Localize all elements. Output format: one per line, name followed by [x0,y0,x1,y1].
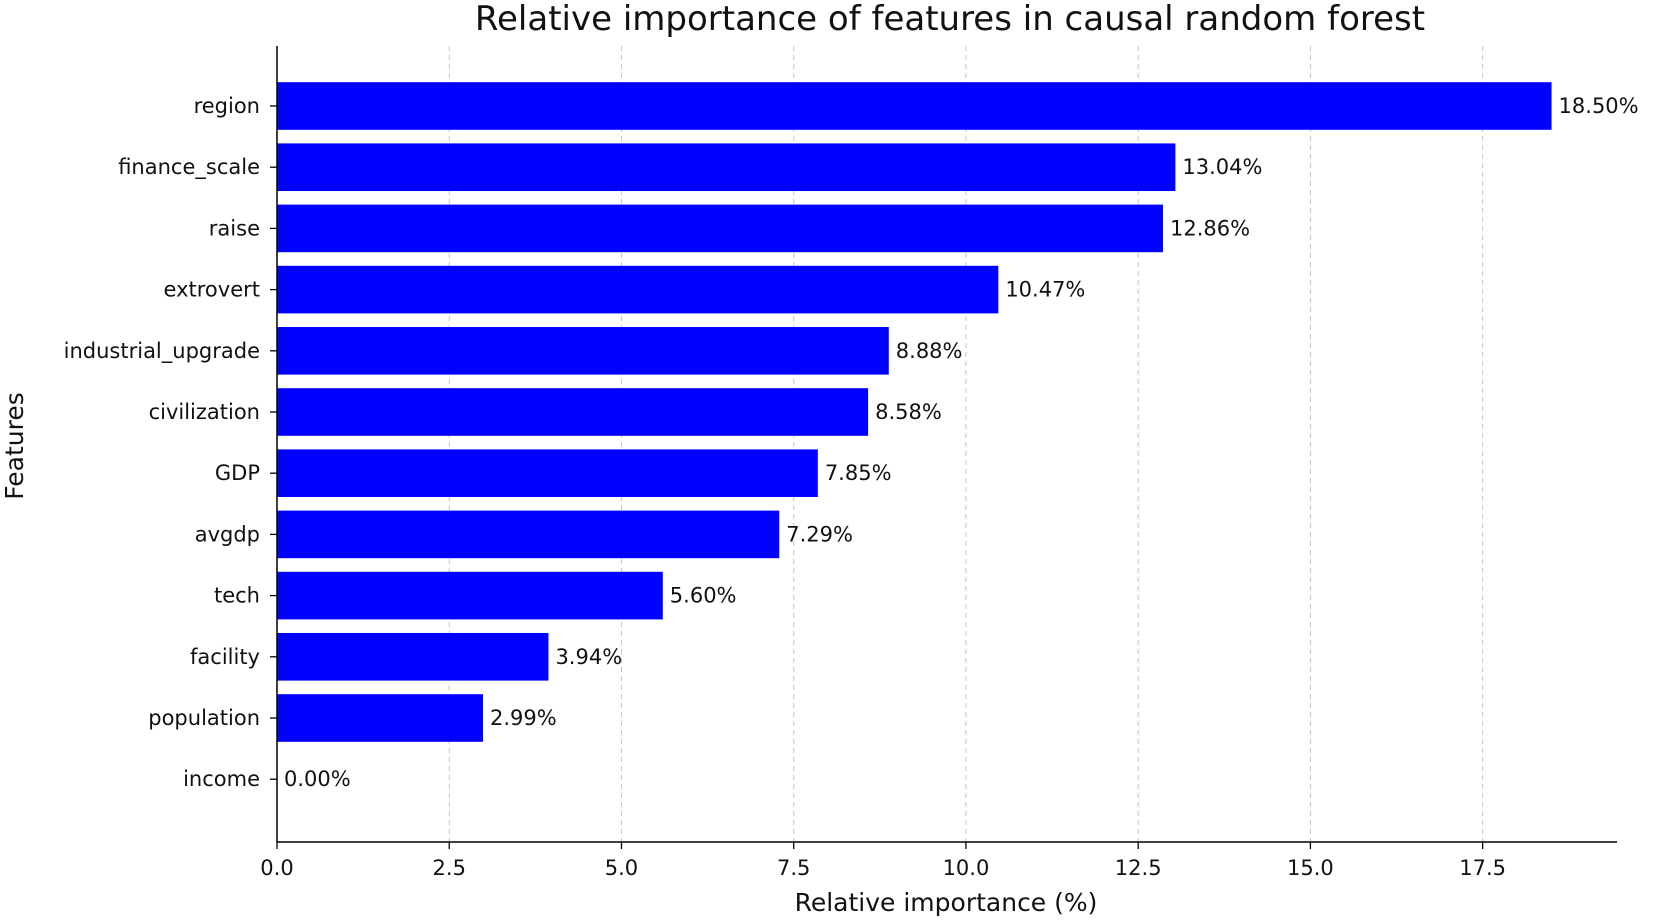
bar-value-label: 2.99% [490,706,557,730]
x-tick-label: 17.5 [1459,856,1506,880]
y-tick-label: population [148,706,260,730]
x-tick-label: 12.5 [1115,856,1162,880]
x-tick-label: 15.0 [1287,856,1334,880]
bar-value-label: 7.85% [825,461,892,485]
bar-value-label: 13.04% [1182,155,1262,179]
x-axis-ticks: 0.0 2.5 5.0 7.5 10.0 12.5 15.0 17.5 [260,842,1506,880]
bar-avgdp [277,510,780,559]
bar-value-label: 3.94% [555,645,622,669]
bar-value-label: 18.50% [1559,94,1639,118]
y-tick-label: GDP [215,461,260,485]
bar-value-label: 5.60% [670,584,737,608]
bar-tech [277,571,663,620]
y-tick-label: extrovert [164,278,260,302]
bars [277,82,1552,742]
chart-title: Relative importance of features in causa… [475,0,1425,39]
x-gridlines [448,46,1484,842]
y-axis-label: Features [0,392,29,500]
x-tick-label: 10.0 [943,856,990,880]
x-axis-label: Relative importance (%) [795,888,1098,917]
y-tick-label: income [183,767,260,791]
y-tick-label: tech [214,584,260,608]
bar-population [277,694,483,742]
y-tick-label: raise [209,216,260,240]
bar-finance_scale [277,143,1176,191]
bar-value-label: 7.29% [786,522,853,546]
y-tick-label: finance_scale [118,155,260,180]
bar-extrovert [277,265,999,314]
x-tick-label: 7.5 [777,856,810,880]
bar-civilization [277,388,869,436]
bar-industrial_upgrade [277,327,889,375]
bar-facility [277,633,549,681]
x-tick-label: 5.0 [605,856,638,880]
bar-value-label: 12.86% [1170,216,1250,240]
y-tick-label: facility [190,645,260,669]
y-tick-label: civilization [149,400,260,424]
bar-GDP [277,449,818,497]
y-tick-label: region [194,94,260,118]
x-tick-label: 0.0 [260,856,293,880]
bar-value-label: 8.88% [896,339,963,363]
bar-raise [277,204,1163,253]
y-tick-label: industrial_upgrade [64,339,260,364]
bar-value-labels: 18.50% 13.04% 12.86% 10.47% 8.88% 8.58% 7.85% 7… [284,94,1639,791]
bar-region [277,82,1552,130]
bar-value-label: 8.58% [875,400,942,424]
y-tick-label: avgdp [195,522,260,546]
bar-value-label: 0.00% [284,767,351,791]
bar-value-label: 10.47% [1005,278,1085,302]
x-tick-label: 2.5 [433,856,466,880]
